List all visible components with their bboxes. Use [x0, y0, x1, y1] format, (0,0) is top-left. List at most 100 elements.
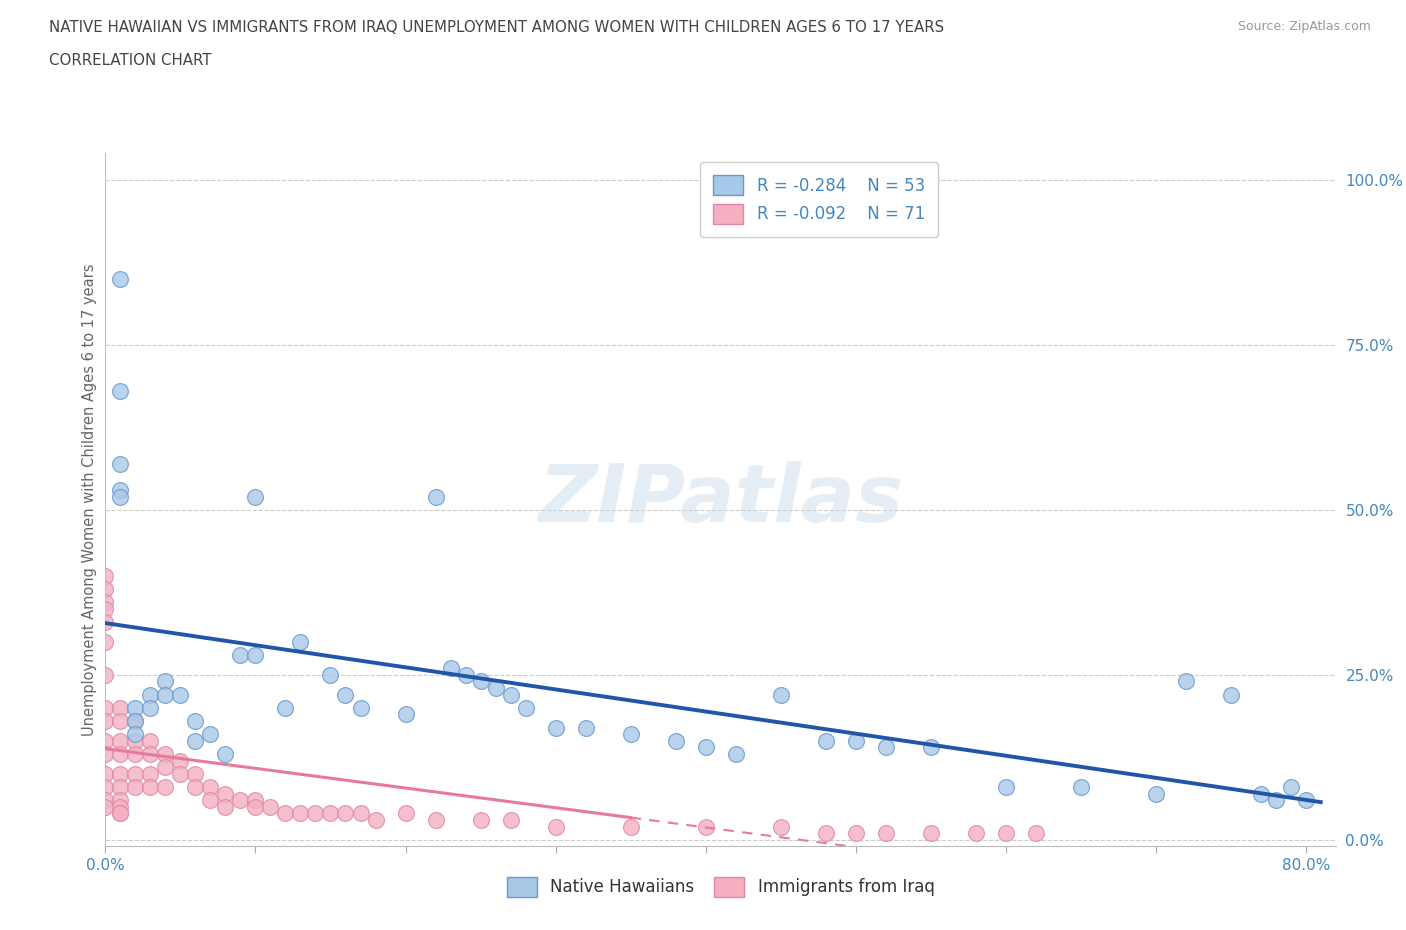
- Point: [155, 747, 177, 762]
- Point: [94, 581, 117, 596]
- Point: [139, 700, 162, 715]
- Point: [110, 489, 132, 504]
- Point: [214, 786, 236, 801]
- Point: [110, 806, 132, 821]
- Point: [875, 826, 897, 841]
- Point: [499, 687, 522, 702]
- Point: [574, 720, 596, 735]
- Point: [229, 647, 252, 662]
- Point: [94, 747, 117, 762]
- Point: [155, 779, 177, 794]
- Point: [245, 792, 267, 807]
- Point: [245, 489, 267, 504]
- Point: [1144, 786, 1167, 801]
- Point: [814, 733, 837, 748]
- Point: [155, 760, 177, 775]
- Point: [695, 740, 717, 755]
- Point: [1279, 779, 1302, 794]
- Point: [920, 826, 942, 841]
- Point: [94, 792, 117, 807]
- Point: [499, 813, 522, 828]
- Point: [124, 766, 146, 781]
- Point: [94, 713, 117, 728]
- Point: [94, 766, 117, 781]
- Text: CORRELATION CHART: CORRELATION CHART: [49, 53, 212, 68]
- Legend: Native Hawaiians, Immigrants from Iraq: Native Hawaiians, Immigrants from Iraq: [501, 870, 941, 904]
- Point: [319, 668, 342, 683]
- Point: [439, 660, 461, 675]
- Point: [155, 674, 177, 689]
- Point: [1025, 826, 1047, 841]
- Point: [155, 687, 177, 702]
- Point: [184, 733, 207, 748]
- Point: [139, 687, 162, 702]
- Point: [619, 726, 641, 741]
- Point: [274, 700, 297, 715]
- Point: [259, 799, 281, 814]
- Point: [124, 713, 146, 728]
- Point: [94, 615, 117, 630]
- Point: [994, 826, 1017, 841]
- Point: [94, 799, 117, 814]
- Point: [139, 779, 162, 794]
- Point: [290, 634, 312, 649]
- Point: [94, 700, 117, 715]
- Text: NATIVE HAWAIIAN VS IMMIGRANTS FROM IRAQ UNEMPLOYMENT AMONG WOMEN WITH CHILDREN A: NATIVE HAWAIIAN VS IMMIGRANTS FROM IRAQ …: [49, 20, 945, 35]
- Point: [169, 753, 191, 768]
- Point: [184, 713, 207, 728]
- Point: [110, 747, 132, 762]
- Point: [184, 779, 207, 794]
- Point: [335, 806, 357, 821]
- Point: [1174, 674, 1197, 689]
- Point: [769, 687, 792, 702]
- Point: [1219, 687, 1241, 702]
- Point: [110, 483, 132, 498]
- Point: [619, 819, 641, 834]
- Point: [920, 740, 942, 755]
- Point: [1264, 792, 1286, 807]
- Point: [335, 687, 357, 702]
- Point: [229, 792, 252, 807]
- Point: [814, 826, 837, 841]
- Point: [139, 733, 162, 748]
- Point: [845, 826, 868, 841]
- Point: [200, 779, 222, 794]
- Point: [124, 747, 146, 762]
- Point: [110, 700, 132, 715]
- Point: [470, 674, 492, 689]
- Point: [110, 806, 132, 821]
- Point: [169, 766, 191, 781]
- Point: [184, 766, 207, 781]
- Point: [94, 568, 117, 583]
- Point: [245, 799, 267, 814]
- Point: [845, 733, 868, 748]
- Point: [94, 634, 117, 649]
- Point: [110, 792, 132, 807]
- Point: [695, 819, 717, 834]
- Point: [110, 272, 132, 286]
- Y-axis label: Unemployment Among Women with Children Ages 6 to 17 years: Unemployment Among Women with Children A…: [82, 263, 97, 737]
- Point: [364, 813, 387, 828]
- Point: [875, 740, 897, 755]
- Point: [124, 733, 146, 748]
- Point: [274, 806, 297, 821]
- Point: [304, 806, 326, 821]
- Point: [124, 779, 146, 794]
- Point: [94, 602, 117, 617]
- Point: [110, 766, 132, 781]
- Point: [214, 747, 236, 762]
- Point: [139, 766, 162, 781]
- Point: [200, 792, 222, 807]
- Point: [110, 779, 132, 794]
- Point: [454, 668, 477, 683]
- Point: [124, 713, 146, 728]
- Text: ZIPatlas: ZIPatlas: [538, 461, 903, 538]
- Point: [169, 687, 191, 702]
- Point: [139, 747, 162, 762]
- Point: [965, 826, 987, 841]
- Point: [124, 700, 146, 715]
- Point: [110, 713, 132, 728]
- Point: [94, 594, 117, 609]
- Point: [769, 819, 792, 834]
- Text: Source: ZipAtlas.com: Source: ZipAtlas.com: [1237, 20, 1371, 33]
